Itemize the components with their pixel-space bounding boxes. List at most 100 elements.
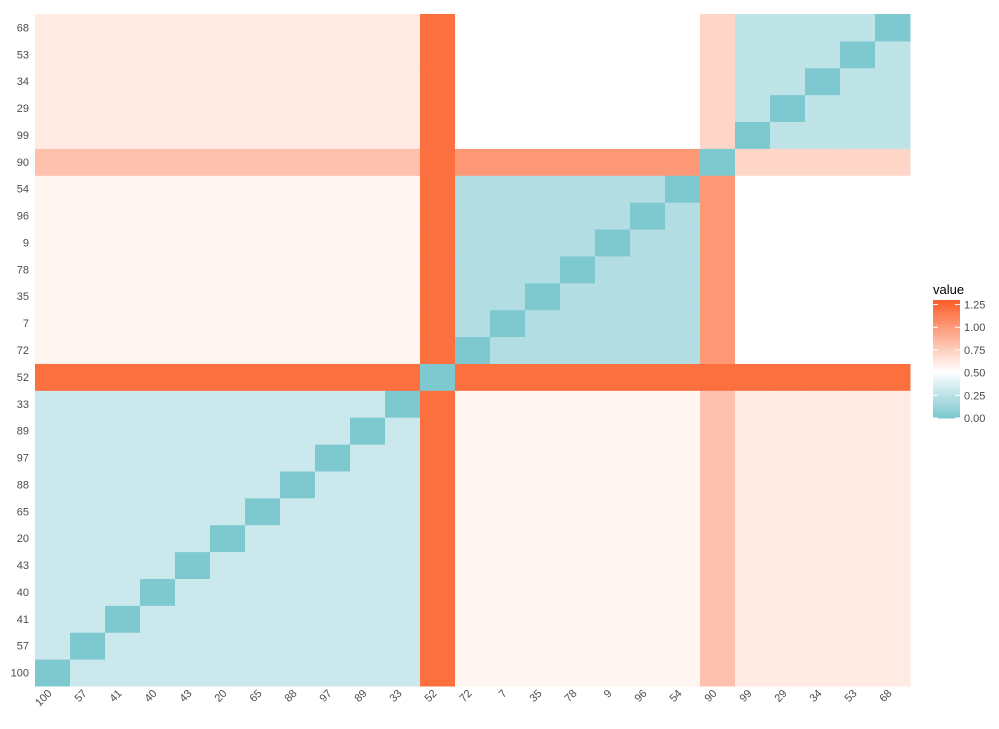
legend-gradient bbox=[933, 364, 960, 369]
heatmap-cell bbox=[665, 255, 701, 284]
heatmap-cell bbox=[315, 659, 351, 687]
heatmap-cell bbox=[525, 175, 561, 203]
heatmap-cell bbox=[875, 363, 911, 391]
heatmap-cell bbox=[560, 390, 596, 418]
heatmap-cell bbox=[105, 632, 141, 660]
heatmap-cell bbox=[140, 390, 176, 418]
y-tick-label: 68 bbox=[17, 22, 29, 34]
heatmap-cell bbox=[630, 632, 666, 660]
heatmap-cell bbox=[280, 14, 316, 42]
heatmap-cell bbox=[140, 444, 176, 472]
heatmap-cell bbox=[385, 67, 421, 96]
heatmap-cell bbox=[665, 497, 701, 526]
heatmap-cell bbox=[595, 551, 631, 579]
legend-gradient bbox=[933, 320, 960, 325]
heatmap-cell bbox=[735, 14, 771, 42]
heatmap-cell bbox=[245, 121, 281, 149]
heatmap-cell bbox=[315, 497, 351, 526]
heatmap-cell bbox=[280, 497, 316, 526]
heatmap-cell bbox=[105, 148, 141, 176]
heatmap-cell bbox=[770, 175, 806, 203]
heatmap-cell bbox=[245, 175, 281, 203]
heatmap-cell bbox=[140, 121, 176, 149]
heatmap-cell bbox=[595, 255, 631, 284]
heatmap-cell bbox=[280, 578, 316, 606]
heatmap-cell bbox=[385, 175, 421, 203]
heatmap-cell bbox=[140, 605, 176, 633]
heatmap-cell bbox=[490, 40, 526, 69]
heatmap-cell bbox=[630, 309, 666, 338]
legend-tick-label: 1.25 bbox=[964, 300, 985, 312]
heatmap-cell bbox=[805, 578, 841, 606]
heatmap-cell bbox=[210, 390, 246, 418]
heatmap-cell bbox=[280, 175, 316, 203]
heatmap-cell bbox=[385, 470, 421, 499]
heatmap-cell bbox=[245, 14, 281, 42]
heatmap-cell bbox=[560, 524, 596, 553]
x-tick-label: 99 bbox=[737, 688, 754, 705]
heatmap-cell bbox=[840, 336, 876, 364]
heatmap-cell bbox=[665, 282, 701, 311]
heatmap-cell bbox=[490, 470, 526, 499]
heatmap-cell bbox=[735, 497, 771, 526]
heatmap-cell bbox=[210, 14, 246, 42]
heatmap-cell bbox=[35, 148, 71, 176]
heatmap-cell bbox=[630, 67, 666, 96]
y-tick-label: 34 bbox=[17, 76, 29, 88]
heatmap-cell bbox=[315, 14, 351, 42]
legend-gradient bbox=[933, 305, 960, 310]
heatmap-cell bbox=[105, 605, 141, 633]
heatmap-cell bbox=[595, 444, 631, 472]
heatmap-cell bbox=[385, 121, 421, 149]
heatmap-cell bbox=[560, 282, 596, 311]
heatmap-cell bbox=[420, 67, 456, 96]
heatmap-cell bbox=[105, 578, 141, 606]
heatmap-cell bbox=[525, 282, 561, 311]
heatmap-cell bbox=[315, 578, 351, 606]
heatmap-cell bbox=[420, 336, 456, 364]
heatmap-cell bbox=[525, 40, 561, 69]
heatmap-cell bbox=[350, 363, 386, 391]
legend-gradient bbox=[933, 338, 960, 342]
heatmap-cell bbox=[420, 282, 456, 311]
heatmap-cell bbox=[840, 578, 876, 606]
heatmap-cell bbox=[875, 390, 911, 418]
heatmap-cell bbox=[525, 551, 561, 579]
heatmap-cell bbox=[805, 417, 841, 445]
heatmap-cell bbox=[840, 659, 876, 687]
heatmap-cell bbox=[315, 309, 351, 338]
heatmap-cell bbox=[875, 578, 911, 606]
heatmap-cell bbox=[70, 659, 106, 687]
heatmap-cell bbox=[35, 67, 71, 96]
heatmap-cell bbox=[280, 282, 316, 311]
heatmap-cell bbox=[840, 524, 876, 553]
heatmap-cell bbox=[840, 444, 876, 472]
legend-tick-label: 0.25 bbox=[964, 390, 985, 402]
x-tick-label: 68 bbox=[877, 688, 894, 705]
heatmap-cell bbox=[665, 202, 701, 230]
heatmap-cell bbox=[735, 67, 771, 96]
heatmap-cell bbox=[210, 363, 246, 391]
heatmap-cell bbox=[175, 121, 211, 149]
heatmap-cell bbox=[840, 497, 876, 526]
heatmap-cell bbox=[70, 229, 106, 257]
legend-title: value bbox=[933, 282, 964, 297]
heatmap-cell bbox=[490, 202, 526, 230]
heatmap-cell bbox=[210, 605, 246, 633]
heatmap-cell bbox=[455, 363, 491, 391]
heatmap-cell bbox=[280, 202, 316, 230]
heatmap-cell bbox=[315, 632, 351, 660]
heatmap-cell bbox=[105, 363, 141, 391]
heatmap-cell bbox=[350, 309, 386, 338]
heatmap-cell bbox=[385, 255, 421, 284]
heatmap-cell bbox=[140, 67, 176, 96]
y-tick-label: 100 bbox=[11, 668, 29, 680]
heatmap-cell bbox=[70, 605, 106, 633]
heatmap-cell bbox=[455, 470, 491, 499]
heatmap-cell bbox=[875, 148, 911, 176]
y-tick-label: 41 bbox=[17, 614, 29, 626]
heatmap-cell bbox=[70, 121, 106, 149]
heatmap-cell bbox=[280, 470, 316, 499]
heatmap-cell bbox=[700, 309, 736, 338]
heatmap-cell bbox=[665, 632, 701, 660]
